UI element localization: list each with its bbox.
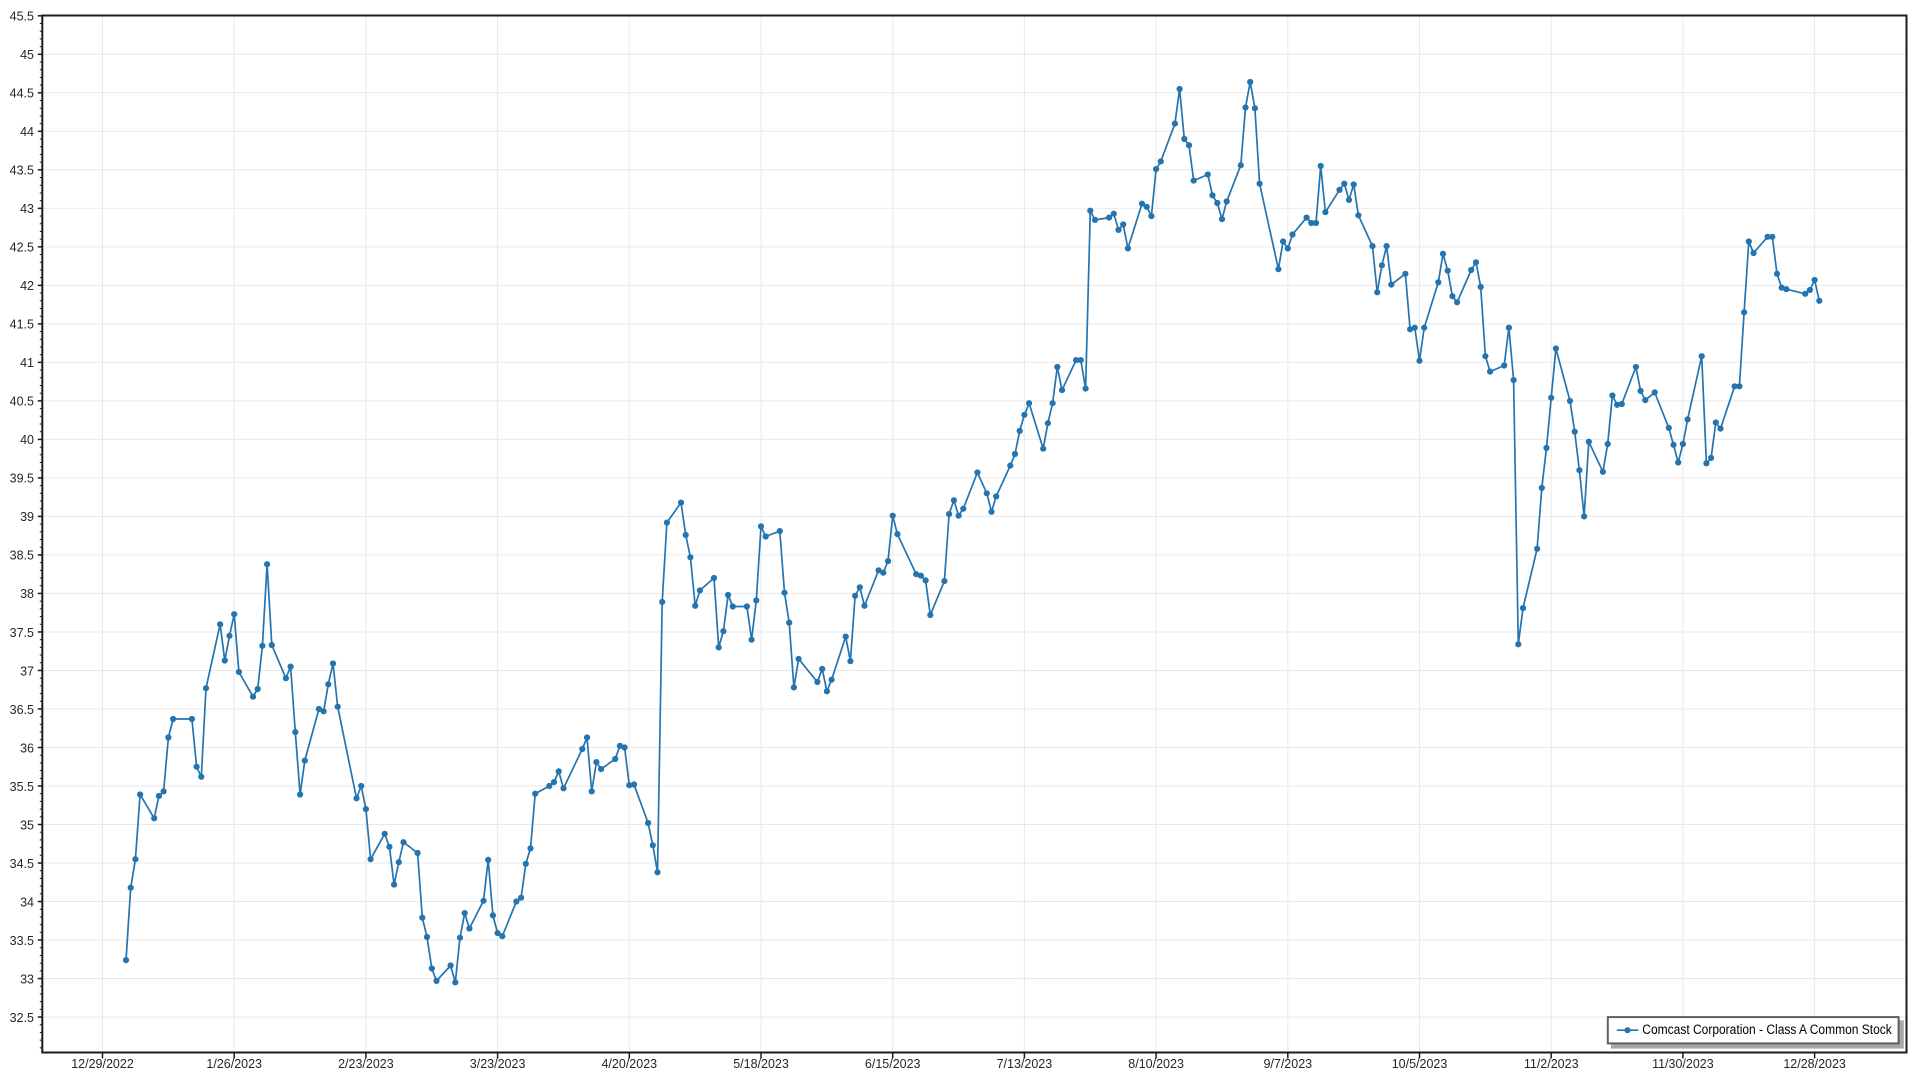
svg-text:39: 39	[20, 510, 34, 524]
svg-text:12/28/2023: 12/28/2023	[1783, 1057, 1846, 1071]
svg-text:43: 43	[20, 202, 34, 216]
svg-text:38.5: 38.5	[10, 549, 34, 563]
svg-text:42.5: 42.5	[10, 241, 34, 255]
svg-text:5/18/2023: 5/18/2023	[733, 1057, 789, 1071]
svg-text:12/29/2022: 12/29/2022	[71, 1057, 134, 1071]
svg-text:37.5: 37.5	[10, 626, 34, 640]
svg-text:43.5: 43.5	[10, 164, 34, 178]
svg-text:8/10/2023: 8/10/2023	[1128, 1057, 1184, 1071]
svg-text:39.5: 39.5	[10, 472, 34, 486]
svg-text:11/30/2023: 11/30/2023	[1652, 1057, 1714, 1071]
svg-text:2/23/2023: 2/23/2023	[338, 1057, 394, 1071]
svg-text:37: 37	[20, 664, 34, 678]
svg-text:33.5: 33.5	[10, 934, 34, 948]
svg-text:36: 36	[20, 741, 34, 755]
svg-text:44: 44	[20, 125, 34, 139]
svg-text:11/2/2023: 11/2/2023	[1524, 1057, 1579, 1071]
svg-text:44.5: 44.5	[10, 87, 34, 101]
svg-text:9/7/2023: 9/7/2023	[1263, 1057, 1312, 1071]
svg-text:40.5: 40.5	[10, 395, 34, 409]
svg-text:6/15/2023: 6/15/2023	[865, 1057, 921, 1071]
svg-text:45.5: 45.5	[10, 10, 34, 24]
svg-text:41.5: 41.5	[10, 318, 34, 332]
svg-text:34.5: 34.5	[10, 857, 34, 871]
svg-text:4/20/2023: 4/20/2023	[601, 1057, 657, 1071]
svg-text:33: 33	[20, 972, 34, 986]
svg-text:10/5/2023: 10/5/2023	[1392, 1057, 1448, 1071]
svg-text:Comcast Corporation - Class A: Comcast Corporation - Class A Common Sto…	[1642, 1022, 1892, 1037]
svg-text:45: 45	[20, 48, 34, 62]
svg-text:7/13/2023: 7/13/2023	[997, 1057, 1053, 1071]
svg-text:3/23/2023: 3/23/2023	[470, 1057, 526, 1071]
svg-text:32.5: 32.5	[10, 1011, 34, 1025]
svg-text:40: 40	[20, 433, 34, 447]
svg-text:35.5: 35.5	[10, 780, 34, 794]
svg-text:41: 41	[20, 356, 34, 370]
svg-text:38: 38	[20, 587, 34, 601]
svg-text:34: 34	[20, 895, 34, 909]
svg-text:36.5: 36.5	[10, 703, 34, 717]
svg-text:1/26/2023: 1/26/2023	[206, 1057, 262, 1071]
svg-text:42: 42	[20, 279, 34, 293]
svg-text:35: 35	[20, 818, 34, 832]
